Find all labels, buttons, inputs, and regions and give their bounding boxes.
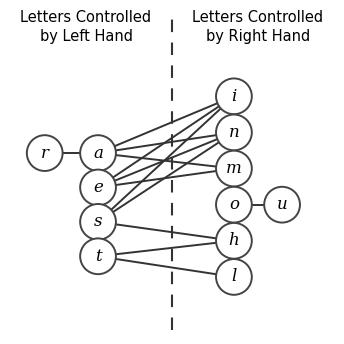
Text: r: r: [41, 144, 49, 162]
Text: l: l: [231, 268, 237, 286]
Circle shape: [216, 223, 252, 259]
Circle shape: [80, 135, 116, 171]
Text: e: e: [93, 179, 103, 196]
Text: h: h: [228, 232, 239, 249]
Text: a: a: [93, 144, 103, 162]
Circle shape: [216, 78, 252, 114]
Text: u: u: [277, 196, 288, 213]
Text: t: t: [95, 248, 101, 265]
Circle shape: [264, 187, 300, 223]
Text: n: n: [228, 124, 239, 141]
Text: Letters Controlled
by Right Hand: Letters Controlled by Right Hand: [192, 10, 324, 44]
Circle shape: [80, 204, 116, 240]
Circle shape: [216, 115, 252, 150]
Text: s: s: [94, 213, 102, 230]
Text: o: o: [229, 196, 239, 213]
Circle shape: [27, 135, 63, 171]
Circle shape: [216, 259, 252, 295]
Text: Letters Controlled
by Left Hand: Letters Controlled by Left Hand: [20, 10, 152, 44]
Text: i: i: [231, 88, 237, 105]
Text: m: m: [226, 160, 242, 177]
Circle shape: [216, 151, 252, 186]
Circle shape: [80, 238, 116, 274]
Circle shape: [80, 170, 116, 205]
Circle shape: [216, 187, 252, 223]
